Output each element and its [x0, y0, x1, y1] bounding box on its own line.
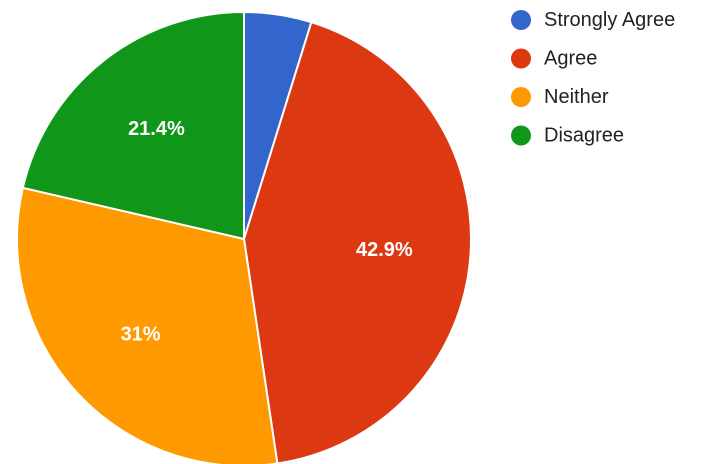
legend-swatch: [511, 10, 531, 30]
slice-label-disagree: 21.4%: [128, 118, 185, 140]
legend-label: Neither: [544, 86, 609, 108]
legend-swatch: [511, 125, 531, 146]
pie-slice-neither[interactable]: [16, 186, 279, 464]
legend-swatch: [511, 87, 531, 107]
pie-slice-disagree[interactable]: [21, 11, 245, 240]
legend-swatch: [511, 48, 531, 69]
pie-slice-labels: 42.9% 31% 21.4%: [121, 118, 413, 346]
legend-label: Strongly Agree: [544, 9, 675, 31]
slice-label-neither: 31%: [121, 323, 161, 345]
chart-legend: Strongly Agree Agree Neither Disagree: [511, 9, 675, 147]
pie-slices: [16, 11, 472, 464]
legend-item-neither[interactable]: Neither: [511, 86, 609, 108]
pie-slice-agree[interactable]: [243, 21, 472, 464]
legend-item-strongly-agree[interactable]: Strongly Agree: [511, 9, 675, 31]
legend-item-agree[interactable]: Agree: [511, 48, 597, 70]
slice-label-agree: 42.9%: [356, 239, 413, 261]
legend-item-disagree[interactable]: Disagree: [511, 125, 624, 147]
legend-label: Agree: [544, 48, 597, 70]
legend-label: Disagree: [544, 125, 624, 147]
